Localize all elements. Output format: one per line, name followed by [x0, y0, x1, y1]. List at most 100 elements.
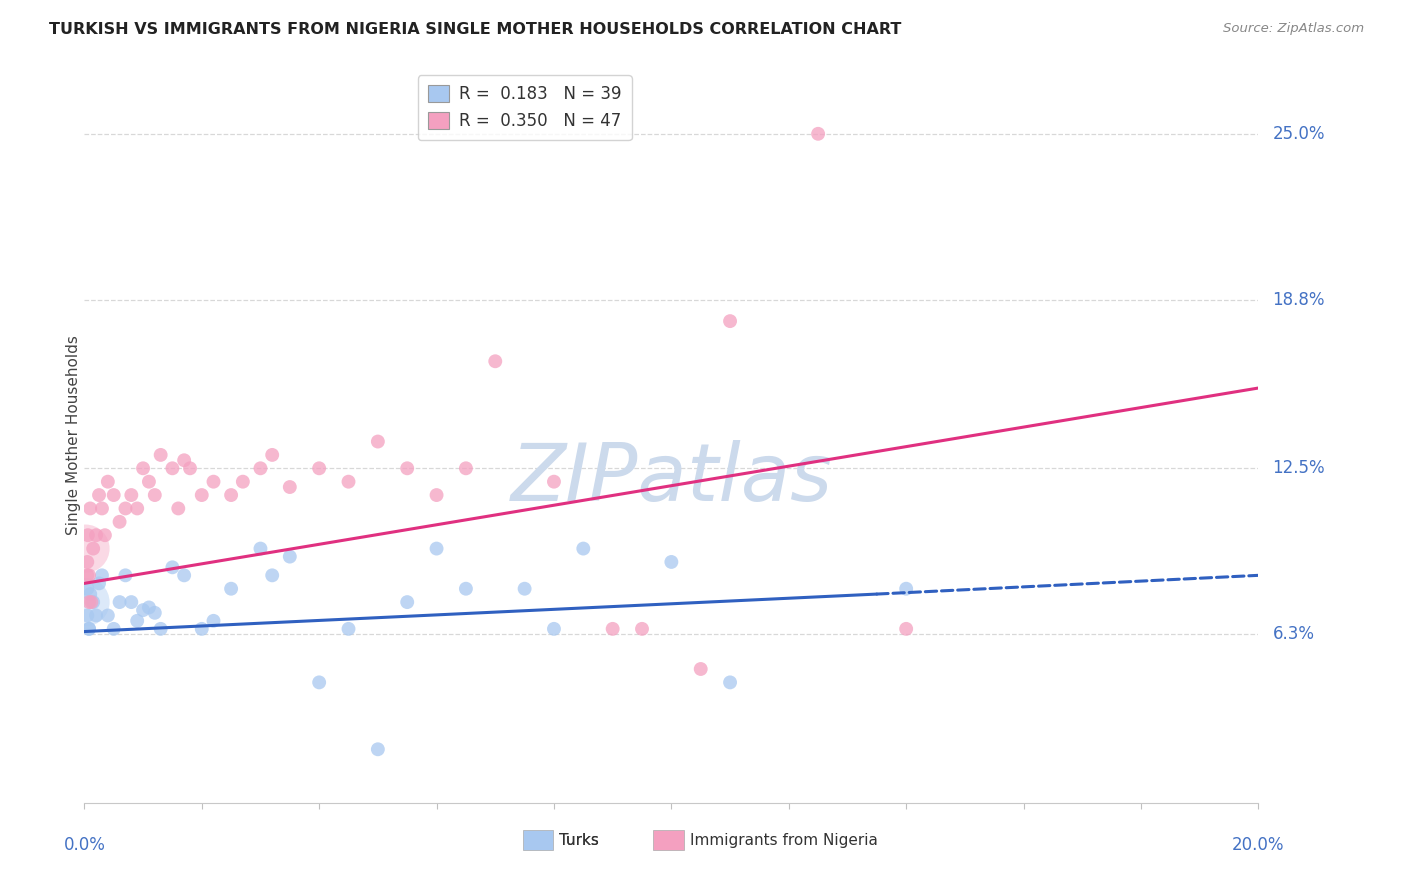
Point [76, 555, 98, 569]
Point [396, 595, 419, 609]
Point [689, 662, 711, 676]
Point [76, 568, 98, 582]
Y-axis label: Single Mother Households: Single Mother Households [66, 334, 80, 535]
Point [149, 622, 172, 636]
Point [262, 448, 284, 462]
Point [132, 461, 155, 475]
Point [108, 595, 131, 609]
Point [75, 541, 97, 556]
Point [167, 501, 190, 516]
Point [543, 475, 565, 489]
Point [91, 568, 114, 582]
Point [718, 314, 741, 328]
Point [162, 560, 184, 574]
Point [219, 582, 242, 596]
Text: 6.3%: 6.3% [1272, 625, 1315, 643]
Point [179, 461, 201, 475]
Point [484, 354, 506, 368]
Point [138, 475, 160, 489]
Point [143, 488, 166, 502]
Text: Source: ZipAtlas.com: Source: ZipAtlas.com [1223, 22, 1364, 36]
Point [249, 541, 271, 556]
Point [77, 568, 100, 582]
Point [79, 587, 101, 601]
Point [82, 595, 104, 609]
Point [108, 515, 131, 529]
Point [337, 475, 360, 489]
Point [308, 461, 330, 475]
Point [262, 568, 284, 582]
Point [173, 453, 195, 467]
Point [103, 488, 125, 502]
Point [87, 576, 110, 591]
Point [202, 614, 225, 628]
Point [896, 622, 918, 636]
Point [572, 541, 595, 556]
Point [426, 488, 449, 502]
Point [120, 488, 142, 502]
Text: ZIPatlas: ZIPatlas [510, 440, 832, 518]
Point [143, 606, 166, 620]
Point [76, 608, 98, 623]
Text: Immigrants from Nigeria: Immigrants from Nigeria [690, 833, 877, 847]
Point [513, 582, 536, 596]
Point [76, 582, 98, 596]
Point [114, 568, 136, 582]
Point [337, 622, 360, 636]
Point [127, 614, 149, 628]
Point [84, 528, 107, 542]
Point [77, 595, 100, 609]
Point [149, 448, 172, 462]
Point [191, 622, 214, 636]
Point [94, 528, 117, 542]
Point [308, 675, 330, 690]
Point [278, 549, 301, 564]
Point [202, 475, 225, 489]
Point [103, 622, 125, 636]
Point [80, 595, 103, 609]
Point [367, 742, 389, 756]
Point [87, 488, 110, 502]
Point [127, 501, 149, 516]
Point [896, 582, 918, 596]
Point [543, 622, 565, 636]
Legend: R =  0.183   N = 39, R =  0.350   N = 47: R = 0.183 N = 39, R = 0.350 N = 47 [418, 75, 631, 140]
Point [191, 488, 214, 502]
Point [278, 480, 301, 494]
Point [79, 501, 101, 516]
Point [426, 541, 449, 556]
Point [84, 608, 107, 623]
Point [661, 555, 683, 569]
Point [602, 622, 624, 636]
Point [91, 501, 114, 516]
Point [718, 675, 741, 690]
Point [367, 434, 389, 449]
Point [173, 568, 195, 582]
Point [97, 608, 120, 623]
Text: 25.0%: 25.0% [1272, 125, 1324, 143]
Point [82, 541, 104, 556]
Point [396, 461, 419, 475]
Text: 12.5%: 12.5% [1272, 459, 1324, 477]
Point [631, 622, 654, 636]
Point [219, 488, 242, 502]
Point [807, 127, 830, 141]
Point [77, 622, 100, 636]
Text: 18.8%: 18.8% [1272, 291, 1324, 309]
Point [162, 461, 184, 475]
Text: 20.0%: 20.0% [1232, 836, 1285, 854]
Point [132, 603, 155, 617]
Point [75, 595, 97, 609]
Text: TURKISH VS IMMIGRANTS FROM NIGERIA SINGLE MOTHER HOUSEHOLDS CORRELATION CHART: TURKISH VS IMMIGRANTS FROM NIGERIA SINGL… [49, 22, 901, 37]
Point [249, 461, 271, 475]
Text: Turks: Turks [560, 833, 599, 847]
Point [77, 622, 100, 636]
Point [77, 528, 100, 542]
Point [232, 475, 254, 489]
Text: Turks: Turks [560, 833, 599, 847]
Point [120, 595, 142, 609]
Point [97, 475, 120, 489]
Point [114, 501, 136, 516]
Point [454, 582, 477, 596]
Text: 0.0%: 0.0% [63, 836, 105, 854]
